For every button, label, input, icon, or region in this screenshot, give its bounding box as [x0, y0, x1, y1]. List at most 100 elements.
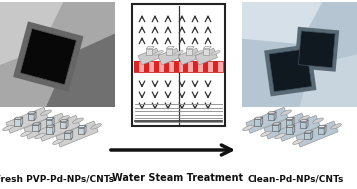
Polygon shape — [20, 28, 76, 85]
Polygon shape — [56, 121, 98, 147]
Polygon shape — [166, 46, 174, 49]
Bar — [286, 119, 292, 126]
Bar — [14, 119, 21, 126]
Bar — [164, 61, 169, 72]
Bar — [203, 49, 209, 55]
Bar — [183, 61, 188, 72]
Bar — [0, 2, 115, 107]
Bar — [213, 61, 218, 72]
Bar — [27, 114, 34, 120]
Polygon shape — [186, 46, 194, 49]
Polygon shape — [292, 118, 294, 126]
Ellipse shape — [331, 124, 341, 129]
Polygon shape — [298, 31, 335, 68]
Polygon shape — [306, 120, 308, 128]
Ellipse shape — [174, 51, 183, 55]
Polygon shape — [324, 125, 326, 134]
Polygon shape — [64, 131, 73, 133]
Bar — [203, 61, 208, 72]
Polygon shape — [138, 48, 160, 65]
Ellipse shape — [243, 125, 253, 131]
Bar — [132, 4, 225, 126]
Bar — [300, 122, 306, 128]
Polygon shape — [77, 125, 86, 128]
Bar — [144, 61, 149, 72]
Ellipse shape — [21, 131, 31, 136]
Polygon shape — [21, 117, 23, 126]
Ellipse shape — [35, 133, 45, 139]
Polygon shape — [278, 115, 320, 141]
Polygon shape — [242, 2, 322, 44]
Polygon shape — [158, 48, 180, 65]
Polygon shape — [269, 49, 312, 92]
Bar — [154, 61, 159, 72]
Polygon shape — [66, 120, 68, 128]
Polygon shape — [52, 118, 54, 126]
Ellipse shape — [194, 51, 203, 55]
Polygon shape — [14, 117, 23, 119]
Bar — [286, 127, 293, 134]
Bar — [318, 128, 324, 134]
Ellipse shape — [313, 118, 323, 123]
Polygon shape — [274, 112, 276, 120]
Bar — [134, 61, 223, 72]
Bar — [304, 133, 311, 139]
Polygon shape — [294, 27, 339, 72]
Text: Clean-Pd-NPs/CNTs: Clean-Pd-NPs/CNTs — [248, 174, 344, 183]
Polygon shape — [34, 112, 36, 120]
Polygon shape — [32, 123, 41, 125]
Polygon shape — [293, 125, 295, 134]
Polygon shape — [300, 54, 357, 107]
Polygon shape — [304, 131, 313, 133]
Bar — [46, 119, 52, 126]
Bar — [134, 61, 139, 72]
Ellipse shape — [293, 139, 303, 144]
Ellipse shape — [91, 124, 101, 129]
Text: Fresh PVP-Pd-NPs/CNTs: Fresh PVP-Pd-NPs/CNTs — [0, 174, 115, 183]
Bar — [193, 61, 198, 72]
Bar — [272, 125, 279, 132]
Ellipse shape — [281, 110, 291, 115]
Ellipse shape — [211, 51, 220, 55]
Polygon shape — [60, 120, 68, 122]
Polygon shape — [311, 131, 313, 139]
Bar — [174, 61, 178, 72]
Polygon shape — [27, 112, 36, 114]
Bar — [32, 125, 39, 132]
Polygon shape — [146, 46, 154, 49]
Ellipse shape — [41, 110, 51, 115]
Polygon shape — [246, 107, 288, 133]
Polygon shape — [318, 125, 326, 128]
Polygon shape — [272, 123, 281, 125]
Ellipse shape — [59, 116, 69, 121]
Polygon shape — [6, 107, 48, 133]
Ellipse shape — [154, 51, 163, 55]
Polygon shape — [13, 21, 84, 92]
Polygon shape — [46, 33, 115, 107]
Bar — [77, 128, 84, 134]
Bar — [64, 133, 71, 139]
Polygon shape — [53, 125, 55, 134]
Ellipse shape — [261, 131, 271, 136]
Polygon shape — [254, 117, 263, 119]
Polygon shape — [203, 46, 211, 49]
Ellipse shape — [2, 125, 13, 131]
Bar — [166, 49, 172, 55]
Polygon shape — [0, 2, 63, 65]
Polygon shape — [39, 123, 41, 132]
Polygon shape — [264, 113, 306, 139]
Bar — [46, 127, 53, 134]
Polygon shape — [286, 118, 294, 119]
Text: Water Steam Treatment: Water Steam Treatment — [112, 173, 243, 183]
Ellipse shape — [73, 118, 84, 123]
Polygon shape — [261, 117, 263, 126]
Bar — [242, 2, 357, 107]
Bar — [186, 49, 192, 55]
Bar — [267, 114, 274, 120]
Bar — [146, 49, 152, 55]
Polygon shape — [46, 125, 55, 127]
Polygon shape — [279, 123, 281, 132]
Ellipse shape — [275, 133, 285, 139]
Ellipse shape — [299, 116, 310, 121]
Polygon shape — [195, 48, 217, 65]
